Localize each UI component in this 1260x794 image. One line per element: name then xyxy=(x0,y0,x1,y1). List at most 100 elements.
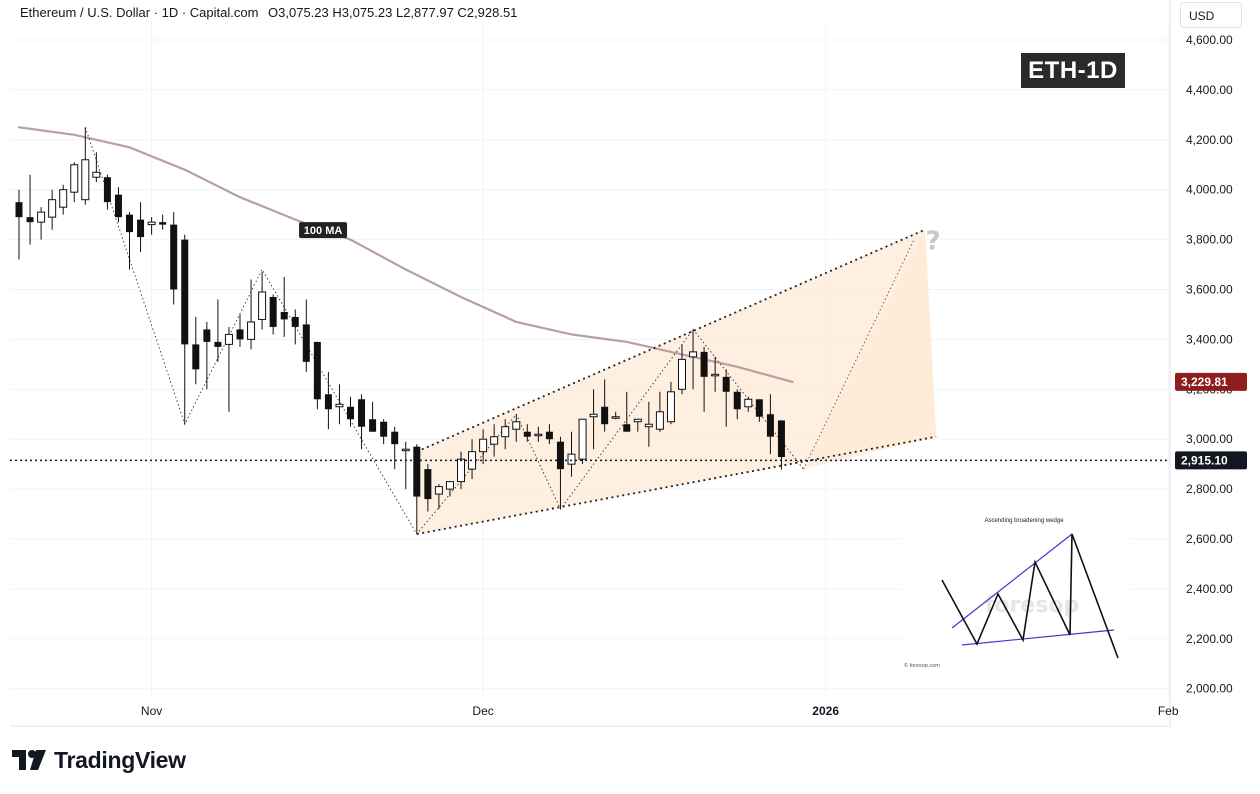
wedge-fill xyxy=(416,229,937,535)
current-price-tag-box xyxy=(1175,451,1247,470)
x-tick-label: Dec xyxy=(472,704,493,718)
y-tick-label: 2,600.00 xyxy=(1186,532,1233,546)
candle-body-up xyxy=(247,321,256,340)
symbol-header: Ethereum / U.S. Dollar · 1D · Capital.co… xyxy=(20,5,517,20)
candle-body-up xyxy=(501,426,510,438)
x-tick-label: Feb xyxy=(1158,704,1179,718)
candle-body-up xyxy=(611,416,620,419)
candle-body-down xyxy=(601,406,609,425)
candle-body-down xyxy=(777,420,785,458)
ohlc-readout: O3,075.23 H3,075.23 L2,877.97 C2,928.51 xyxy=(268,5,518,20)
candle-body-down xyxy=(413,446,421,497)
x-tick-label: Nov xyxy=(141,704,162,718)
projection-fill xyxy=(803,229,937,470)
candle-body-down xyxy=(114,194,122,218)
candle-body-down xyxy=(159,222,167,225)
candle-body-down xyxy=(556,441,564,470)
candle-body-down xyxy=(424,469,432,500)
candle-body-up xyxy=(224,333,233,345)
ma-label-box xyxy=(299,222,348,239)
inset-price-path xyxy=(941,533,1119,659)
ma-price-tag: 3,229.81 xyxy=(1181,375,1228,389)
candle-body-down xyxy=(755,399,763,417)
candle-body-down xyxy=(291,316,299,327)
x-tick-label: 2026 xyxy=(812,704,839,718)
question-mark: ? xyxy=(926,227,941,257)
inset-background xyxy=(902,510,1130,678)
ma-price-tag-box xyxy=(1175,372,1247,391)
candle-body-up xyxy=(567,453,576,465)
y-tick-label: 3,000.00 xyxy=(1186,432,1233,446)
candle-body-down xyxy=(391,431,399,445)
candle-body-up xyxy=(59,189,68,208)
y-tick-label: 3,400.00 xyxy=(1186,332,1233,346)
candle-body-down xyxy=(214,341,222,347)
candle-body-up xyxy=(490,436,499,445)
candle-body-down xyxy=(380,421,388,437)
candle-body-up xyxy=(434,486,443,495)
candle-body-down xyxy=(192,344,200,370)
candle-body-down xyxy=(545,431,553,440)
y-tick-label: 3,600.00 xyxy=(1186,283,1233,297)
candle-body-up xyxy=(744,398,753,408)
plot-area xyxy=(15,126,937,535)
candle-body-up xyxy=(401,448,410,452)
candle-body-down xyxy=(269,296,277,327)
candle-body-down xyxy=(722,376,730,392)
candle-body-down xyxy=(358,399,366,427)
y-tick-label: 2,000.00 xyxy=(1186,682,1233,696)
candle-body-up xyxy=(534,433,543,437)
candle-body-up xyxy=(711,373,720,377)
candle-body-up xyxy=(678,358,686,390)
candle-body-down xyxy=(236,329,244,340)
y-tick-label: 4,600.00 xyxy=(1186,33,1233,47)
candle-body-down xyxy=(369,419,377,432)
candle-body-up xyxy=(48,199,57,218)
candle-body-up xyxy=(578,418,587,460)
currency-button[interactable]: USD xyxy=(1180,2,1242,28)
candle-body-down xyxy=(700,351,708,377)
wedge-lower-line xyxy=(416,435,937,535)
candle-body-down xyxy=(137,219,145,238)
candle-body-up xyxy=(445,481,454,490)
timeframe-badge: ETH-1D xyxy=(1021,53,1125,88)
candle-body-up xyxy=(689,351,698,358)
projection-path xyxy=(803,239,915,470)
y-tick-label: 2,200.00 xyxy=(1186,632,1233,646)
ma-label: 100 MA xyxy=(304,225,343,237)
candle-body-up xyxy=(589,413,598,418)
candle-body-up xyxy=(666,391,675,423)
candle-body-up xyxy=(633,418,642,423)
candle-body-up xyxy=(457,458,465,483)
y-tick-label: 4,200.00 xyxy=(1186,133,1233,147)
inset-upper-line xyxy=(951,533,1073,629)
candle-body-down xyxy=(280,311,288,320)
tradingview-icon xyxy=(12,750,46,770)
candle-body-down xyxy=(126,214,133,233)
candle-body-up xyxy=(70,164,79,193)
brand-name: TradingView xyxy=(54,746,186,773)
candle-body-down xyxy=(347,406,354,420)
candle-body-up xyxy=(655,411,664,430)
candle-body-up xyxy=(92,171,101,178)
candle-body-up xyxy=(147,221,156,226)
candle-body-down xyxy=(733,391,741,410)
wedge-upper-line xyxy=(416,228,926,453)
symbol-title[interactable]: Ethereum / U.S. Dollar · 1D · Capital.co… xyxy=(20,5,259,20)
candle-body-down xyxy=(324,394,332,410)
tradingview-logo[interactable]: TradingView xyxy=(12,745,186,775)
candle-body-down xyxy=(170,224,178,290)
candle-body-down xyxy=(203,329,211,342)
candle-body-down xyxy=(26,217,34,223)
y-tick-label: 4,000.00 xyxy=(1186,183,1233,197)
y-tick-label: 2,800.00 xyxy=(1186,482,1233,496)
candle-body-up xyxy=(81,159,90,201)
y-tick-label: 3,800.00 xyxy=(1186,233,1233,247)
candle-body-down xyxy=(15,202,23,218)
candle-body-down xyxy=(103,177,111,203)
candle-body-down xyxy=(302,324,310,362)
inset-credit: © foresop.com xyxy=(904,662,940,669)
